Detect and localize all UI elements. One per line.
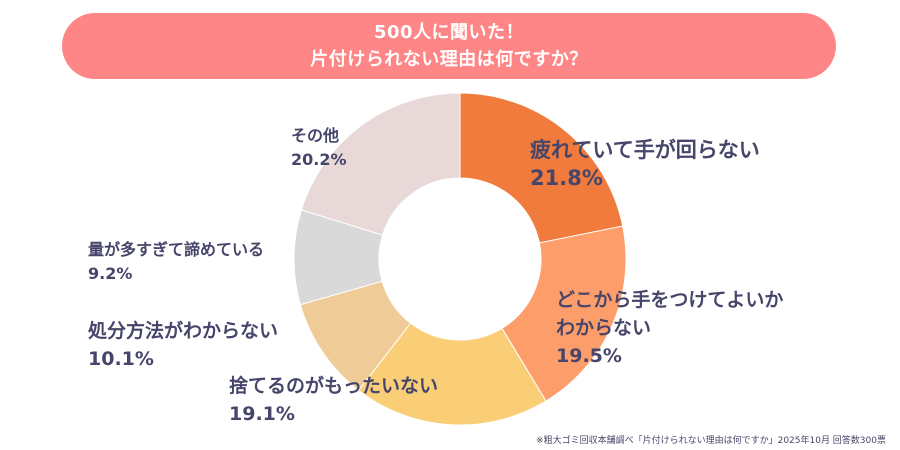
label-disposal: 処分方法がわからない 10.1% [88,317,278,373]
label-where-to-start: どこから手をつけてよいか わからない 19.5% [556,286,783,370]
footnote: ※粗大ゴミ回収本舗調べ「片付けられない理由は何ですか」2025年10月 回答数3… [536,436,886,446]
label-too-much-value: 9.2% [88,264,133,283]
donut-slice-3 [357,322,547,426]
donut-slice-1 [459,92,624,244]
label-other: その他 20.2% [291,124,347,172]
label-tired-value: 21.8% [530,166,603,190]
label-tired-name: 疲れていて手が回らない [530,138,760,162]
label-wasteful-value: 19.1% [229,403,295,425]
label-too-much: 量が多すぎて諦めている 9.2% [88,238,264,286]
label-where-to-start-value: 19.5% [556,345,622,367]
title-banner: 500人に聞いた！ 片付けられない理由は何ですか？ [62,13,836,79]
donut-slice-2 [501,225,627,402]
title-line-2: 片付けられない理由は何ですか？ [310,49,588,70]
label-wasteful-name: 捨てるのがもったいない [229,375,439,397]
label-where-to-start-line1: どこから手をつけてよいか [556,289,784,311]
label-wasteful: 捨てるのがもったいない 19.1% [229,372,438,428]
label-too-much-name: 量が多すぎて諦めている [88,240,265,259]
label-disposal-value: 10.1% [88,348,154,370]
label-other-name: その他 [291,126,340,145]
title-line-1: 500人に聞いた！ [373,22,525,43]
donut-slice-6 [300,92,461,236]
label-other-value: 20.2% [291,150,347,169]
label-tired: 疲れていて手が回らない 21.8% [530,136,760,192]
label-disposal-name: 処分方法がわからない [88,320,279,342]
label-where-to-start-line2: わからない [556,317,652,339]
